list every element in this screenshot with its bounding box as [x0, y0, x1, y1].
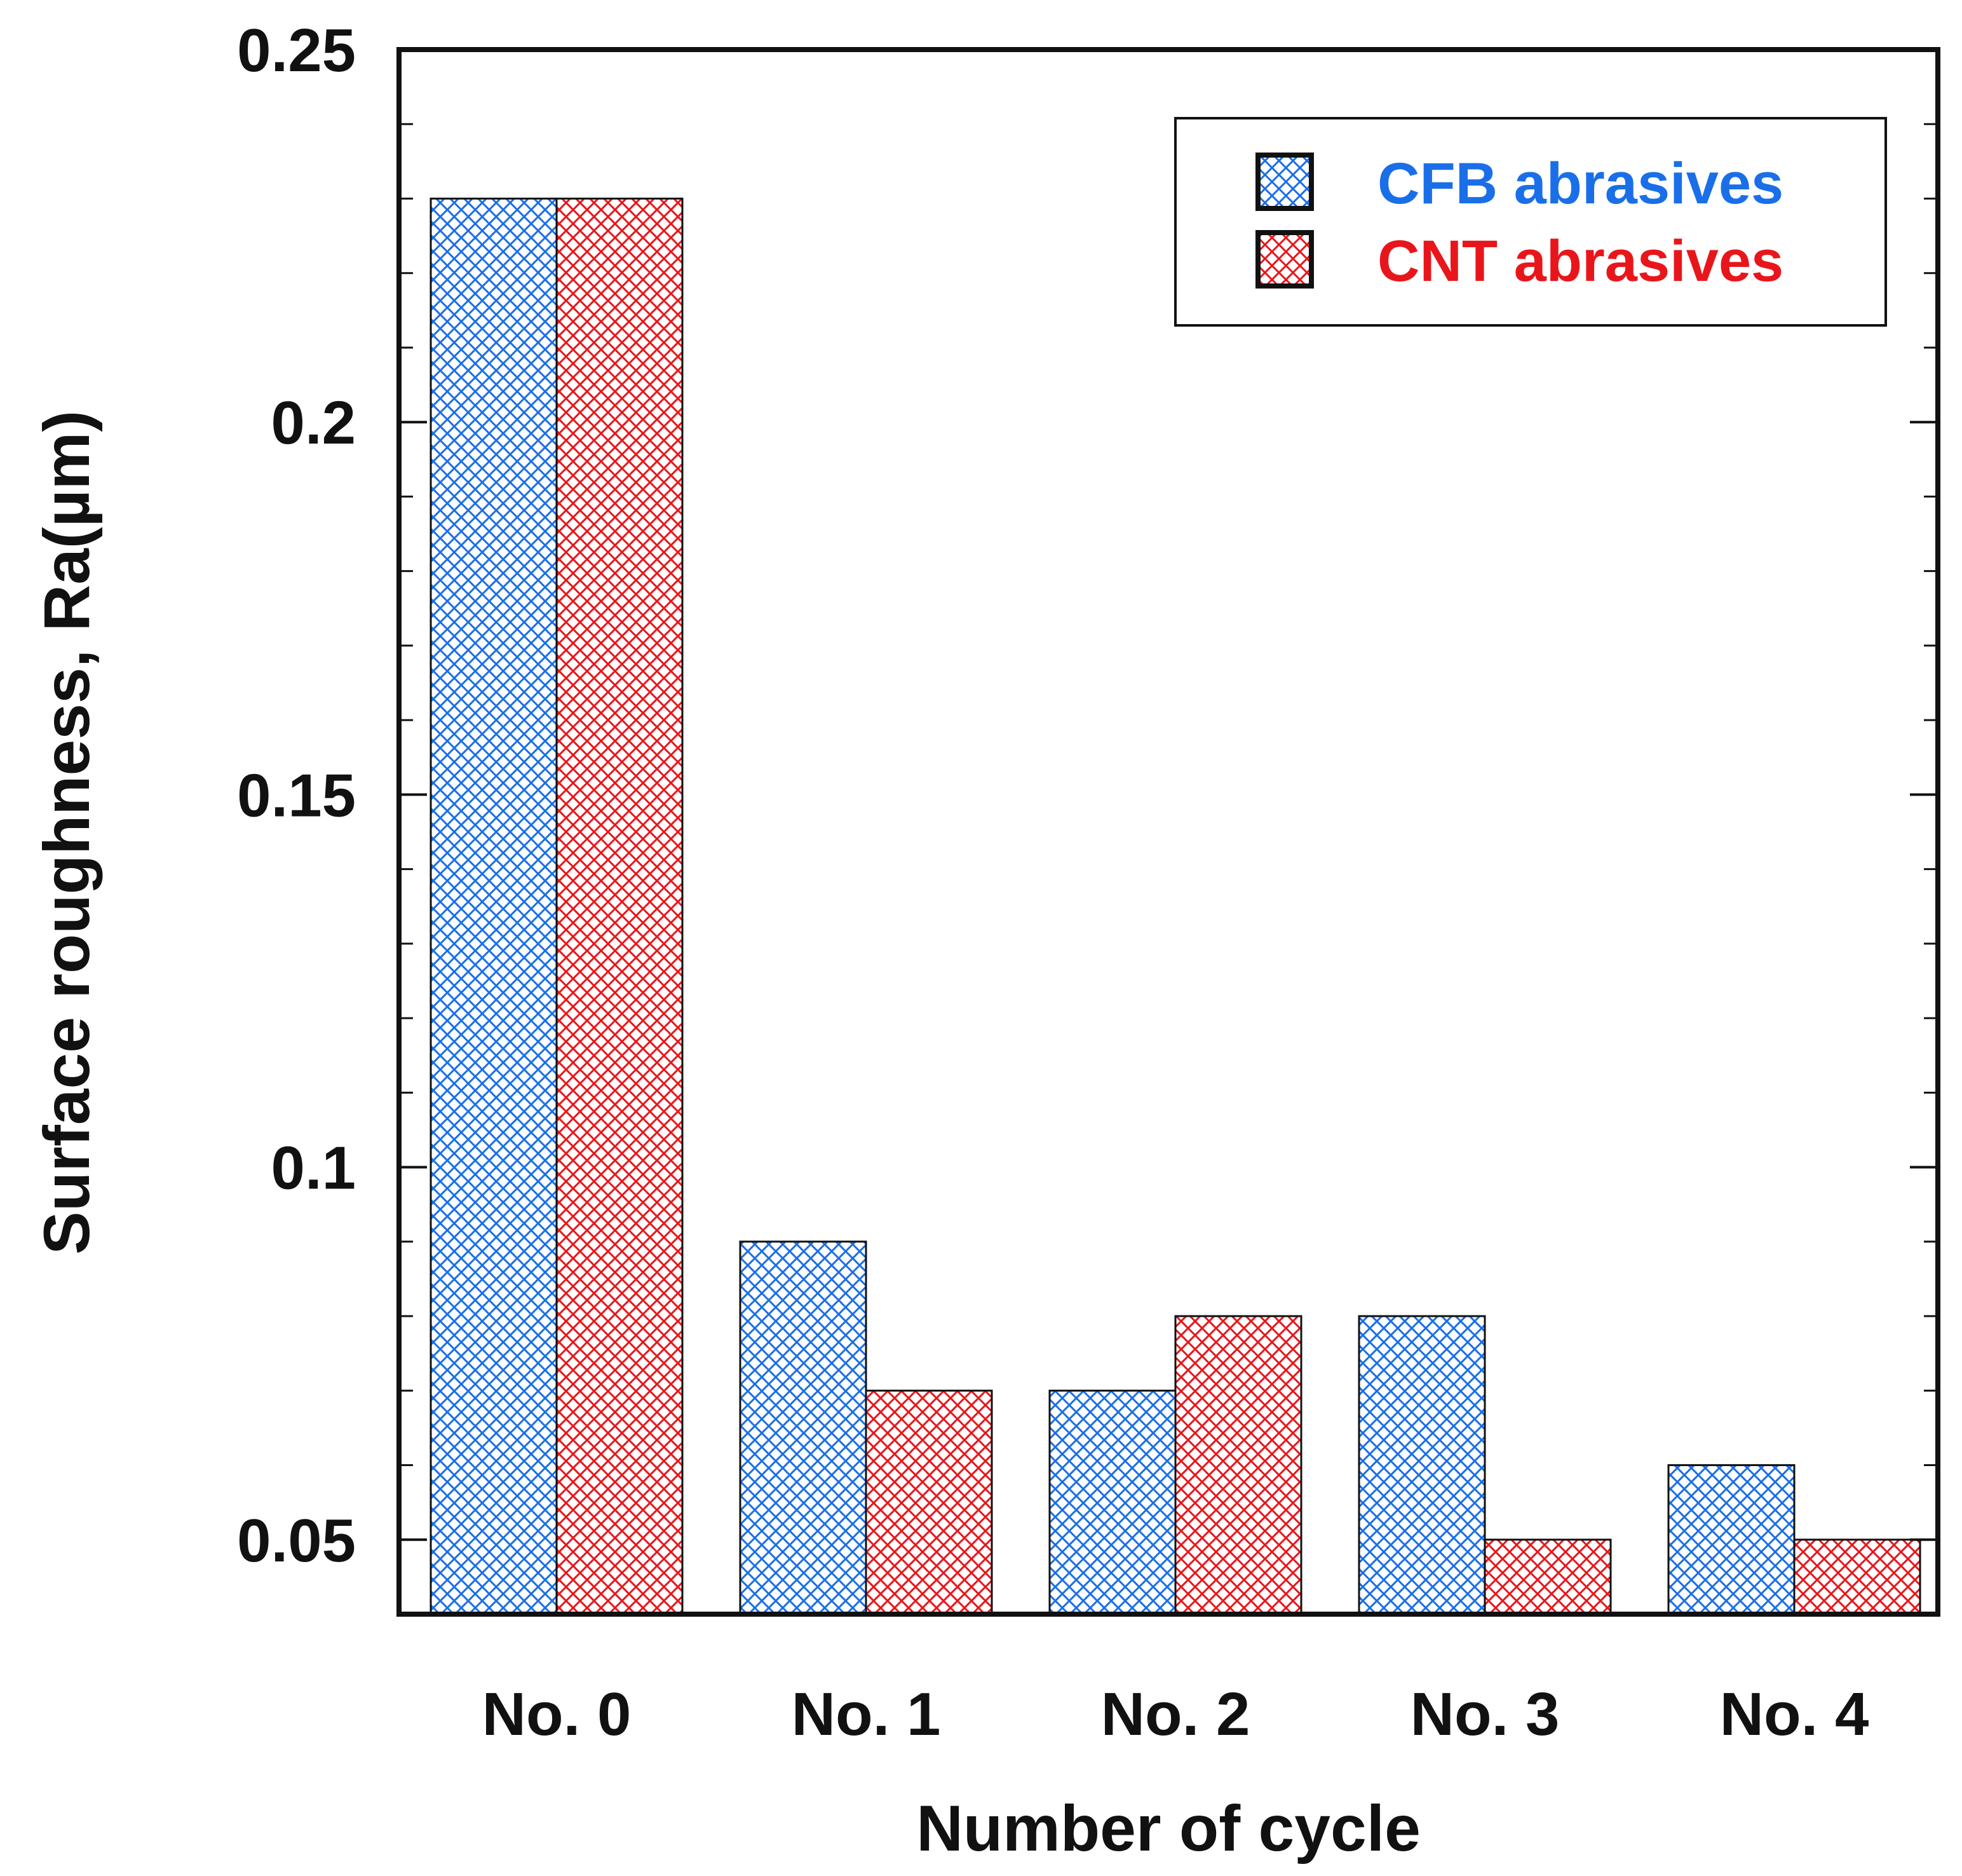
legend-swatch-cnt [1255, 230, 1314, 289]
bar-outline-cnt-2 [1174, 1315, 1302, 1614]
y-tick-label: 0.25 [237, 17, 356, 85]
legend-frame [1174, 117, 1887, 327]
bar-outline-cnt-1 [865, 1389, 993, 1614]
legend-label-cfb: CFB abrasives [1377, 151, 1783, 216]
bars-group [430, 197, 1921, 1615]
bar-cnt-2 [1175, 1316, 1301, 1614]
y-tick-labels: 0.05 0.1 0.15 0.2 0.25 [237, 17, 356, 1575]
y-tick-label: 0.1 [271, 1134, 356, 1202]
x-tick-labels: No. 0 No. 1 No. 2 No. 3 No. 4 [482, 1680, 1869, 1748]
bar-cfb-3 [1359, 1316, 1485, 1614]
x-tick-label: No. 0 [482, 1680, 632, 1748]
x-tick-label: No. 2 [1101, 1680, 1250, 1748]
y-tick-label: 0.15 [237, 761, 356, 829]
bar-cnt-0 [557, 198, 682, 1615]
x-axis-title: Number of cycle [916, 1792, 1421, 1865]
y-tick-label: 0.2 [271, 389, 356, 457]
legend-swatch-cfb [1255, 153, 1314, 211]
bar-cfb-2 [1050, 1390, 1175, 1614]
bar-outline-cnt-4 [1793, 1539, 1921, 1614]
legend-label-cnt: CNT abrasives [1377, 229, 1783, 294]
bar-outline-cnt-0 [555, 197, 684, 1614]
bar-cnt-4 [1794, 1539, 1920, 1614]
x-tick-label: No. 1 [792, 1680, 941, 1748]
bar-cnt-1 [866, 1390, 992, 1614]
x-tick-label: No. 3 [1411, 1680, 1560, 1748]
legend: CFB abrasives CNT abrasives [1174, 117, 1887, 327]
bar-cfb-1 [740, 1241, 866, 1614]
plot-frame [396, 47, 1940, 1617]
bar-cfb-0 [431, 198, 557, 1615]
y-tick-label: 0.05 [237, 1507, 356, 1575]
x-tick-label: No. 4 [1720, 1680, 1869, 1748]
bar-outline-cfb-3 [1358, 1315, 1486, 1614]
bar-outline-cnt-3 [1484, 1539, 1612, 1614]
y-axis-title: Surface roughness, Ra(µm) [30, 411, 103, 1254]
bar-cnt-3 [1485, 1539, 1611, 1614]
bar-cfb-4 [1668, 1465, 1794, 1614]
